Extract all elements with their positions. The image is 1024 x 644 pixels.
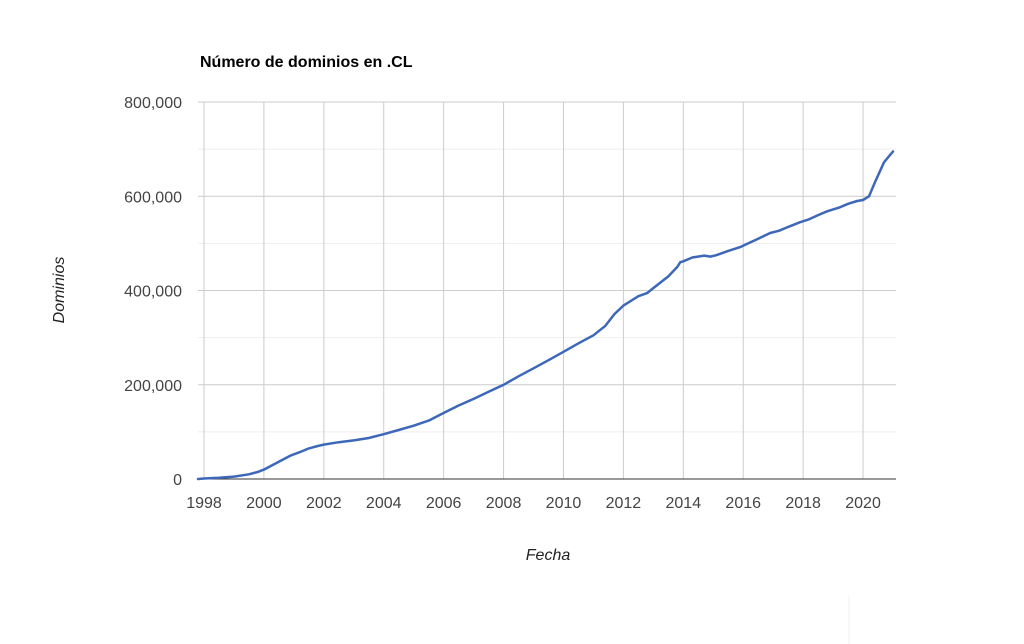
x-tick-label: 2012 [606, 495, 642, 512]
x-tick-label: 2008 [486, 495, 522, 512]
x-tick-label: 2010 [546, 495, 582, 512]
y-axis-title: Dominios [51, 257, 68, 324]
y-tick-label: 800,000 [124, 95, 182, 112]
x-tick-label: 2020 [845, 495, 881, 512]
x-tick-label: 2016 [725, 495, 761, 512]
y-tick-label: 600,000 [124, 189, 182, 206]
x-tick-label: 1998 [186, 495, 222, 512]
chart-title: Número de dominios en .CL [200, 54, 413, 71]
x-axis-tick-labels: 1998 2000 2002 2004 2006 2008 2010 2012 2014 2016… [186, 495, 881, 512]
y-tick-label: 400,000 [124, 284, 182, 301]
x-tick-label: 2002 [306, 495, 342, 512]
y-axis-tick-labels: 0 200,000 400,000 600,000 800,000 [124, 95, 182, 489]
x-axis-title: Fecha [526, 547, 571, 564]
y-tick-label: 200,000 [124, 378, 182, 395]
x-tick-label: 2004 [366, 495, 402, 512]
x-tick-label: 2018 [785, 495, 821, 512]
y-tick-label: 0 [173, 472, 182, 489]
gridlines [198, 101, 896, 479]
x-tick-label: 2000 [246, 495, 282, 512]
x-tick-label: 2006 [426, 495, 462, 512]
x-tick-label: 2014 [666, 495, 702, 512]
series-line-dominios [196, 150, 895, 481]
minor-gridlines [198, 148, 896, 433]
